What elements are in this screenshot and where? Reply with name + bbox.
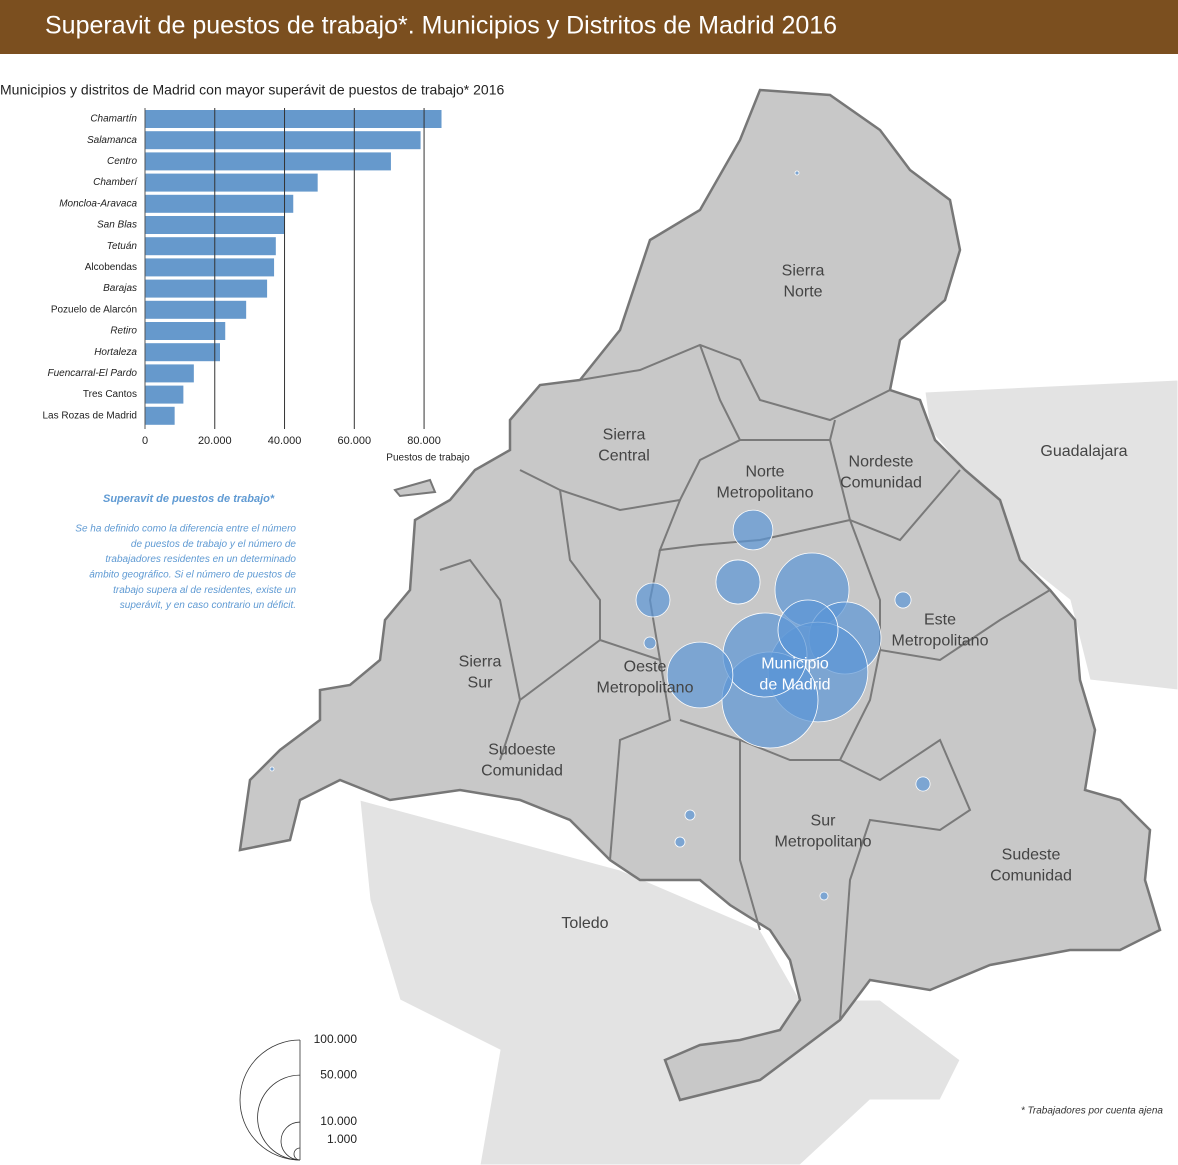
x-axis-label: Puestos de trabajo <box>386 453 470 464</box>
bar <box>145 322 226 340</box>
header-bar <box>0 0 1178 54</box>
note-line: trabajadores residentes en un determinad… <box>105 554 296 565</box>
bubble <box>666 641 734 709</box>
bubble <box>894 591 912 609</box>
footnote: * Trabajadores por cuenta ajena <box>1021 1106 1164 1117</box>
category-label: Las Rozas de Madrid <box>43 410 138 421</box>
bar <box>145 364 194 383</box>
category-label: Retiro <box>110 326 137 337</box>
category-label: Hortaleza <box>94 347 137 358</box>
category-label: Alcobendas <box>85 262 137 273</box>
category-label: Pozuelo de Alarcón <box>51 304 137 315</box>
x-tick-label: 20.000 <box>198 435 232 447</box>
region-label: Metropolitano <box>717 485 814 502</box>
legend-label: 1.000 <box>327 1132 357 1146</box>
note-title: Superavit de puestos de trabajo* <box>103 493 275 505</box>
bubble <box>715 559 761 605</box>
bar <box>145 237 276 256</box>
toledo-area <box>359 799 961 1165</box>
bubble <box>819 891 829 901</box>
region-label: Comunidad <box>481 763 563 780</box>
category-label: Chamartín <box>90 114 137 125</box>
region-label: Sierra <box>459 654 502 671</box>
legend-circle <box>239 1039 301 1161</box>
region-label: Norte <box>745 464 784 481</box>
note-line: de puestos de trabajo y el número de <box>131 539 297 550</box>
category-label: Centro <box>107 156 137 167</box>
region-label: Metropolitano <box>597 680 694 697</box>
bar <box>145 131 421 150</box>
guadalajara-area <box>924 379 1178 691</box>
bar <box>145 279 268 298</box>
bubble <box>269 766 275 772</box>
bubble <box>732 509 774 551</box>
x-tick-label: 80.000 <box>407 435 441 447</box>
region-label: Metropolitano <box>775 834 872 851</box>
bar <box>145 194 294 213</box>
region-label: Oeste <box>624 659 667 676</box>
note-line: superávit, y en caso contrario un défici… <box>120 600 296 611</box>
legend-label: 50.000 <box>320 1067 357 1081</box>
category-label: Moncloa-Aravaca <box>59 198 137 209</box>
bubble <box>635 582 671 618</box>
region-label: Norte <box>783 284 822 301</box>
legend-label: 100.000 <box>314 1032 358 1046</box>
bubble <box>794 170 800 176</box>
bar <box>145 110 442 128</box>
bubble <box>674 836 686 848</box>
page-title: Superavit de puestos de trabajo*. Munici… <box>45 12 837 40</box>
bar <box>145 343 220 362</box>
region-label: Sierra <box>782 263 825 280</box>
region-label: Municipio <box>761 656 829 673</box>
legend-label: 10.000 <box>320 1114 357 1128</box>
region-label: de Madrid <box>759 677 830 694</box>
bar <box>145 152 391 171</box>
note-line: Se ha definido como la diferencia entre … <box>75 524 296 535</box>
chart-title: Municipios y distritos de Madrid con may… <box>0 82 504 98</box>
note-line: ámbito geográfico. Si el número de puest… <box>89 570 296 581</box>
bar <box>145 300 247 319</box>
x-tick-label: 40.000 <box>268 435 302 447</box>
x-tick-label: 60.000 <box>337 435 371 447</box>
region-label: Este <box>924 612 956 629</box>
region-label: Guadalajara <box>1040 443 1127 460</box>
category-label: Tres Cantos <box>83 389 137 400</box>
bubble <box>684 809 696 821</box>
bar <box>145 385 184 404</box>
bar <box>145 406 175 425</box>
legend-circle <box>293 1147 301 1161</box>
legend-circle <box>257 1074 301 1161</box>
category-label: Chamberí <box>93 177 138 188</box>
category-label: Barajas <box>103 283 137 294</box>
region-label: Sur <box>811 813 837 830</box>
bubble <box>643 636 657 650</box>
madrid-region <box>238 88 1162 1102</box>
comarca-borders <box>439 343 1051 1021</box>
bubble <box>777 599 839 661</box>
bubble <box>915 776 931 792</box>
region-label: Comunidad <box>990 868 1072 885</box>
category-label: Tetuán <box>107 241 138 252</box>
region-label: Sur <box>468 675 494 692</box>
legend-circle <box>280 1121 301 1161</box>
region-label: Sudeste <box>1002 847 1061 864</box>
region-label: Sierra <box>603 427 646 444</box>
region-label: Metropolitano <box>892 633 989 650</box>
bar <box>145 258 275 277</box>
region-label: Nordeste <box>849 454 914 471</box>
note-line: trabajo supera al de residentes, existe … <box>113 585 296 596</box>
category-label: Fuencarral-El Pardo <box>48 368 138 379</box>
region-label: Toledo <box>561 915 608 932</box>
region-label: Comunidad <box>840 475 922 492</box>
category-label: San Blas <box>97 220 137 231</box>
region-label: Central <box>598 448 650 465</box>
bar <box>145 173 318 192</box>
region-label: Sudoeste <box>488 742 556 759</box>
exclave <box>393 478 437 498</box>
category-label: Salamanca <box>87 135 137 146</box>
x-tick-label: 0 <box>142 435 148 447</box>
